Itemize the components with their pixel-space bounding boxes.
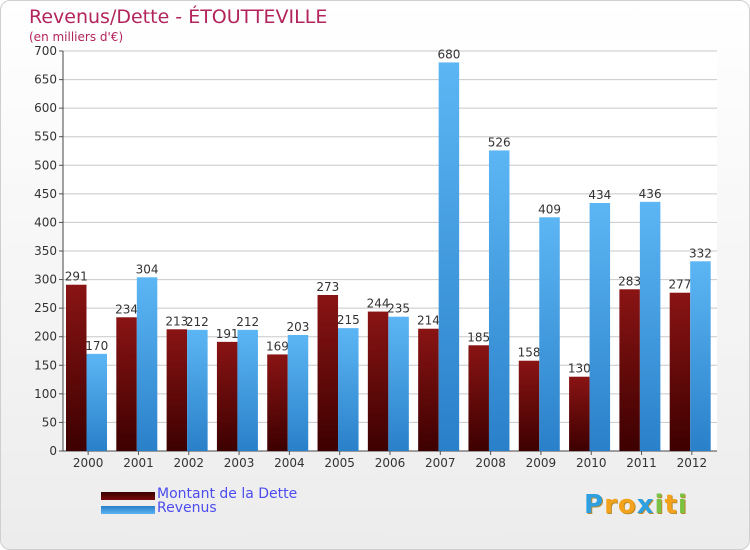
bar-revenus (488, 150, 510, 451)
bar-revenus (388, 316, 409, 451)
logo-letter: i (677, 490, 688, 520)
bar-revenus (287, 335, 309, 451)
y-tick-label: 300 (34, 273, 57, 287)
logo-letter: i (654, 490, 665, 520)
proxiti-logo: Proxiti (584, 490, 688, 520)
bar-chart: 0 50 100 150 200 250 300 350 400 450 500 550 600 650 7… (34, 44, 717, 470)
data-label-dette: 244 (367, 297, 390, 311)
logo-letter: t (664, 490, 678, 520)
x-tick-label: 2003 (224, 456, 255, 470)
bar-revenus (639, 201, 661, 451)
data-label-revenus: 203 (287, 320, 310, 334)
data-label-dette: 185 (467, 330, 490, 344)
y-tick-label: 450 (34, 187, 57, 201)
y-tick-label: 200 (34, 330, 57, 344)
x-tick-label: 2000 (73, 456, 104, 470)
y-tick-label: 700 (34, 44, 57, 58)
bar-revenus (539, 217, 560, 451)
logo-letter: P (584, 490, 605, 520)
y-tick-label: 250 (34, 301, 57, 315)
chart-subtitle: (en milliers d'€) (29, 30, 124, 44)
bar-dette (66, 284, 87, 451)
y-tick-label: 350 (34, 244, 57, 258)
data-label-revenus: 332 (689, 246, 712, 260)
y-tick-label: 0 (49, 444, 57, 458)
y-tick-label: 50 (42, 415, 57, 429)
bar-revenus (187, 329, 208, 451)
data-label-revenus: 409 (538, 202, 561, 216)
logo-letter: x (636, 490, 655, 520)
y-tick-label: 400 (34, 215, 57, 229)
data-label-revenus: 212 (186, 315, 209, 329)
data-label-revenus: 170 (85, 339, 108, 353)
x-tick-label: 2001 (123, 456, 154, 470)
data-label-revenus: 436 (639, 187, 662, 201)
bar-revenus (136, 277, 158, 451)
bar-dette (418, 328, 439, 451)
x-tick-label: 2012 (677, 456, 708, 470)
bar-dette (317, 295, 339, 451)
data-label-dette: 191 (216, 327, 239, 341)
y-tick-label: 600 (34, 101, 57, 115)
x-tick-label: 2007 (425, 456, 456, 470)
x-tick-label: 2011 (626, 456, 657, 470)
legend-label-revenus: Revenus (157, 500, 217, 516)
bar-revenus (438, 62, 460, 452)
data-label-dette: 169 (266, 339, 289, 353)
bar-dette (216, 341, 238, 451)
data-label-dette: 291 (65, 270, 88, 284)
data-label-dette: 158 (518, 346, 541, 360)
data-label-revenus: 526 (488, 135, 511, 149)
legend-swatch-dette (101, 492, 155, 500)
data-label-revenus: 212 (236, 315, 259, 329)
x-tick-label: 2002 (173, 456, 204, 470)
bar-revenus (690, 261, 711, 451)
data-label-revenus: 680 (437, 47, 460, 61)
data-label-revenus: 215 (337, 313, 360, 327)
bar-dette (267, 354, 288, 451)
y-tick-label: 650 (34, 73, 57, 87)
y-tick-label: 500 (34, 158, 57, 172)
data-label-dette: 273 (316, 280, 339, 294)
y-tick-label: 550 (34, 130, 57, 144)
data-label-dette: 283 (618, 274, 641, 288)
bar-dette (569, 376, 590, 451)
logo-letter: o (617, 490, 637, 520)
data-label-dette: 213 (165, 314, 188, 328)
data-label-revenus: 235 (387, 302, 410, 316)
data-label-dette: 277 (668, 278, 691, 292)
y-tick-label: 100 (34, 387, 57, 401)
bar-dette (518, 360, 540, 451)
bar-dette (116, 317, 137, 451)
x-tick-label: 2009 (526, 456, 557, 470)
legend-label-dette: Montant de la Dette (157, 486, 298, 502)
data-label-dette: 130 (568, 362, 591, 376)
x-tick-label: 2008 (475, 456, 506, 470)
bar-dette (367, 311, 389, 451)
bar-dette (669, 292, 691, 451)
bar-revenus (237, 329, 258, 451)
bar-dette (166, 329, 188, 451)
bar-revenus (338, 328, 359, 451)
bar-revenus (589, 203, 611, 451)
data-label-revenus: 304 (136, 262, 159, 276)
x-tick-label: 2010 (576, 456, 607, 470)
data-label-dette: 234 (115, 302, 138, 316)
chart-title: Revenus/Dette - ÉTOUTTEVILLE (29, 6, 328, 28)
bar-dette (619, 289, 640, 451)
data-label-dette: 214 (417, 314, 440, 328)
bar-dette (468, 345, 489, 451)
bar-revenus (86, 353, 107, 451)
x-tick-label: 2004 (274, 456, 305, 470)
data-label-revenus: 434 (588, 188, 611, 202)
logo-letter: r (604, 490, 618, 520)
x-tick-label: 2006 (375, 456, 406, 470)
legend-swatch-revenus (101, 506, 155, 514)
y-tick-label: 150 (34, 358, 57, 372)
x-tick-label: 2005 (324, 456, 355, 470)
